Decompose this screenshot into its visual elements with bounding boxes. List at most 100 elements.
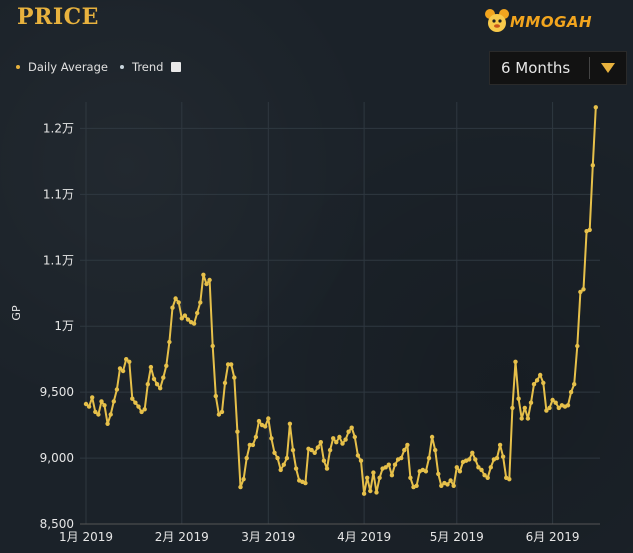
data-point [408,475,413,480]
data-point [358,458,364,463]
data-point [117,366,123,371]
data-point [513,359,518,364]
data-point [337,434,342,440]
data-point [290,447,296,453]
y-tick-label: 9,500 [40,385,74,399]
data-point [392,462,398,467]
data-point [105,421,110,426]
data-point [485,475,490,480]
data-point [204,281,209,287]
data-point [154,382,160,387]
x-tick-label: 5月 2019 [430,530,484,544]
data-point [572,382,577,387]
data-point [516,396,521,401]
series-line-daily-average [85,107,597,495]
data-point [426,455,432,461]
data-point [309,447,314,453]
data-point [494,455,500,461]
legend-dot-icon [16,65,20,69]
data-point [519,416,524,421]
data-point [164,363,169,368]
legend-item-daily-average[interactable]: Daily Average [16,60,108,74]
data-point [182,313,188,318]
logo-text: MMOGAH [510,13,593,31]
trend-checkbox[interactable] [171,62,182,72]
data-point [170,305,175,310]
data-point [151,376,157,382]
data-point [281,462,286,467]
data-point [93,409,98,415]
legend-label: Trend [131,60,164,74]
data-point [275,455,280,461]
data-point [500,454,506,459]
data-point [136,404,141,409]
y-tick-label: 9,000 [40,451,74,465]
data-point [565,403,571,408]
mmogah-logo: MMOGAH [484,6,624,36]
data-point [402,447,407,453]
data-point [133,400,138,405]
data-point [238,484,243,490]
data-point [436,471,441,477]
dropdown-arrow-icon[interactable] [590,63,626,73]
data-point [250,442,256,448]
data-point [429,434,435,440]
y-tick-label: 8,500 [40,517,74,531]
data-point [142,407,147,412]
data-point [130,396,135,401]
data-point [507,477,512,482]
data-point [201,272,206,277]
y-tick-label: 1万 [54,319,74,333]
data-point [482,473,487,478]
data-point [352,434,357,440]
y-tick-label: 1.1万 [43,253,74,267]
data-point [83,401,89,407]
data-point [473,457,478,462]
data-point [111,399,117,404]
y-tick-label: 1.2万 [43,121,74,135]
y-tick-label: 1.1万 [43,187,74,201]
time-range-select[interactable]: 6 Months [489,51,627,85]
data-point [525,416,531,421]
data-point [538,372,543,378]
data-point [575,343,580,349]
data-point [195,310,200,316]
legend-dot-icon [119,65,124,69]
legend-item-trend[interactable]: Trend [119,60,164,74]
data-point [553,400,558,405]
data-point [293,466,299,471]
data-point [556,405,561,411]
data-point [448,478,453,483]
data-point [327,447,333,453]
data-point [531,382,537,387]
data-point [399,455,404,461]
time-range-value: 6 Months [501,59,571,77]
data-point [315,445,320,450]
data-point [377,475,382,480]
data-point [269,436,274,441]
data-point [334,440,339,445]
data-point [312,450,317,455]
data-point [232,375,237,380]
data-point [90,395,95,400]
data-point [241,477,246,482]
data-point [470,450,475,455]
data-point [191,321,197,326]
data-point [528,400,534,405]
data-point [331,436,336,441]
data-point [593,105,598,110]
data-point [318,440,323,445]
data-point [148,364,154,370]
data-point [263,424,268,429]
legend-label: Daily Average [28,60,108,74]
data-point [476,465,481,470]
data-point [127,359,132,364]
data-point [213,393,218,399]
data-point [158,386,163,391]
x-tick-label: 4月 2019 [337,530,391,544]
data-point [272,450,277,455]
data-point [120,368,126,374]
data-point [179,316,184,321]
data-point [219,409,225,415]
data-point [256,418,262,424]
